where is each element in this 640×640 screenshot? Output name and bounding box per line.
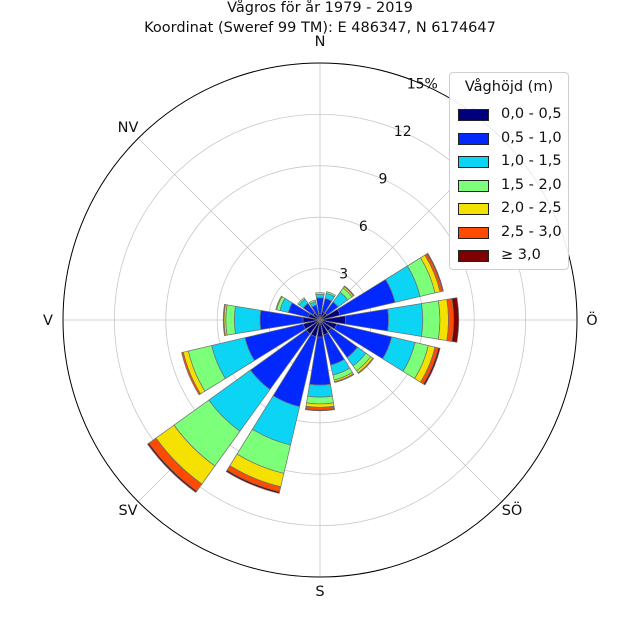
outer-frame xyxy=(62,62,578,578)
bar-segment-90-3 xyxy=(387,303,424,337)
legend-item-7: ≥ 3,0 xyxy=(458,247,568,266)
legend-swatch-3 xyxy=(458,156,489,168)
bar-segment-270-4 xyxy=(225,304,236,336)
direction-label-v: V xyxy=(43,313,53,329)
bar-segment-22.5-4 xyxy=(325,291,336,298)
bar-segment-90-4 xyxy=(421,300,441,340)
bar-segment-0-3 xyxy=(315,293,325,299)
legend-item-3: 1,0 - 1,5 xyxy=(458,153,568,172)
legend-label-7: ≥ 3,0 xyxy=(501,247,541,263)
bar-segment-180-3 xyxy=(307,383,333,398)
legend-label-1: 0,0 - 0,5 xyxy=(501,106,562,122)
bar-segment-0-4 xyxy=(315,292,325,296)
legend-item-1: 0,0 - 0,5 xyxy=(458,106,568,125)
legend-swatch-4 xyxy=(458,179,489,192)
bar-segment-180-7 xyxy=(304,408,336,412)
legend-swatch-2 xyxy=(458,132,489,145)
bar-segment-180-4 xyxy=(306,395,334,405)
bar-segment-270-6 xyxy=(222,304,226,336)
bar-segment-315-4 xyxy=(297,297,306,306)
bar-segment-225-7 xyxy=(147,442,198,493)
legend-label-3: 1,0 - 1,5 xyxy=(501,153,562,169)
legend-label-4: 1,5 - 2,0 xyxy=(501,176,562,193)
legend-item-5: 2,0 - 2,5 xyxy=(458,200,568,219)
bar-segment-270-3 xyxy=(233,305,262,335)
bar-segment-292.5-5 xyxy=(275,295,283,311)
bar-segment-337.5-4 xyxy=(308,299,317,305)
bar-segment-157.5-6 xyxy=(334,373,355,383)
legend-label-6: 2,5 - 3,0 xyxy=(501,223,562,240)
legend-title: Våghöjd (m) xyxy=(464,79,554,95)
direction-label-n: N xyxy=(315,34,326,50)
bar-segment-202.5-7 xyxy=(225,469,280,494)
radial-tick-label-1: 3 xyxy=(339,267,348,283)
legend-item-6: 2,5 - 3,0 xyxy=(458,223,568,243)
radial-tick-label-2: 6 xyxy=(359,219,368,235)
legend-swatch-1 xyxy=(458,109,489,121)
bars-group xyxy=(147,252,460,494)
bar-segment-45-6 xyxy=(343,285,355,297)
direction-label-sv: SV xyxy=(118,503,137,519)
bar-segment-135-6 xyxy=(357,357,375,375)
radial-tick-label-3: 9 xyxy=(379,172,388,188)
bar-segment-90-7 xyxy=(451,297,460,343)
legend: Våghöjd (m) 0,0 - 0,5 0,5 - 1,0 1,0 - 1,5 1… xyxy=(449,72,569,270)
chart-subtitle: Koordinat (Sweref 99 TM): E 486347, N 61… xyxy=(144,20,496,36)
radial-tick-label-5: 15% xyxy=(407,77,438,93)
bar-segment-67.5-7 xyxy=(426,252,444,292)
legend-swatch-5 xyxy=(458,203,489,215)
direction-label-sö: SÖ xyxy=(502,501,523,519)
legend-item-4: 1,5 - 2,0 xyxy=(458,176,568,196)
direction-label-nv: NV xyxy=(118,120,139,136)
bar-segment-112.5-7 xyxy=(422,347,441,386)
radial-tick-label-4: 12 xyxy=(394,124,412,140)
bar-segment-90-5 xyxy=(437,298,449,342)
chart-title: Vågros för år 1979 - 2019 xyxy=(227,0,413,16)
direction-label-s: S xyxy=(315,584,324,600)
legend-label-5: 2,0 - 2,5 xyxy=(501,200,562,216)
legend-swatch-6 xyxy=(458,226,489,239)
legend-label-2: 0,5 - 1,0 xyxy=(501,129,562,146)
direction-label-ö: Ö xyxy=(586,311,597,329)
grid-spoke-8 xyxy=(137,137,321,321)
legend-swatch-7 xyxy=(458,250,489,262)
bar-segment-247.5-6 xyxy=(181,351,202,396)
legend-item-2: 0,5 - 1,0 xyxy=(458,129,568,149)
